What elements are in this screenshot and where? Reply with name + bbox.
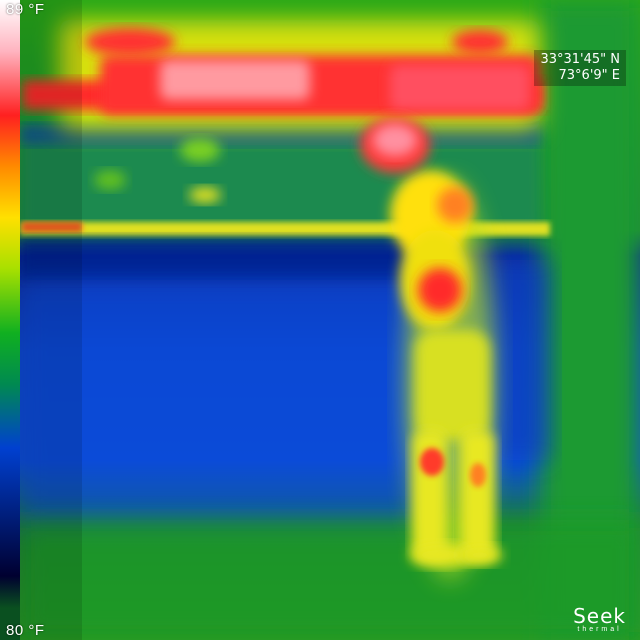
person-heat-signature — [360, 117, 502, 580]
temperature-scale-bar — [0, 0, 20, 640]
brand-sub: thermal — [577, 626, 622, 633]
scale-shade — [20, 0, 82, 640]
max-temperature-label: 89 °F — [6, 1, 45, 18]
seek-thermal-logo: Seek thermal — [573, 606, 626, 634]
gps-coordinates: 33°31'45" N 73°6'9" E — [534, 50, 626, 86]
brand-name: Seek — [573, 604, 626, 628]
gps-longitude: 73°6'9" E — [558, 68, 620, 83]
min-temperature-label: 80 °F — [6, 622, 45, 639]
gps-latitude: 33°31'45" N — [540, 52, 620, 67]
